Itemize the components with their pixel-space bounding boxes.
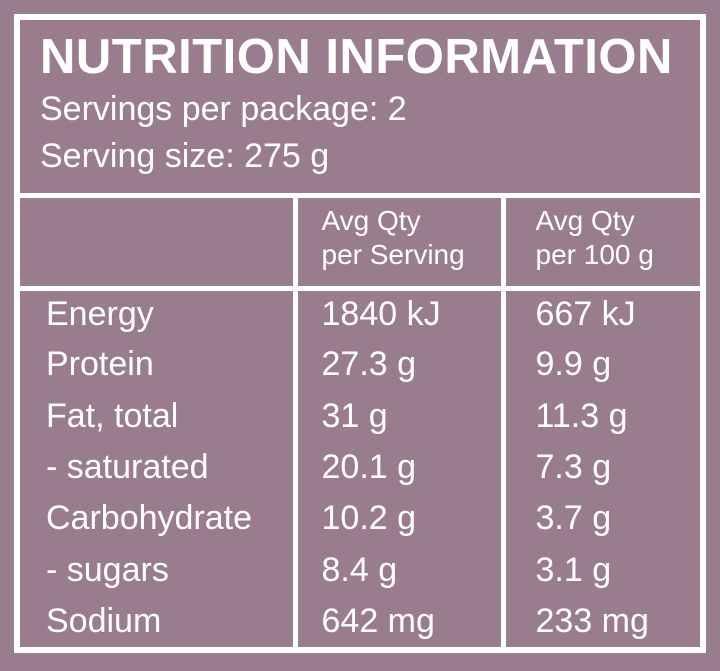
table-row-carbohydrate: Carbohydrate 10.2 g 3.7 g bbox=[20, 493, 700, 545]
nutrition-panel: NUTRITION INFORMATION Servings per packa… bbox=[14, 14, 706, 653]
panel-title: NUTRITION INFORMATION bbox=[40, 30, 673, 84]
nutrient-label: Sodium bbox=[46, 601, 162, 640]
value-per-serving: 10.2 g bbox=[292, 493, 503, 545]
servings-per-package: Servings per package: 2 bbox=[40, 90, 407, 128]
nutrient-label: Protein bbox=[46, 345, 154, 384]
value-per-100g: 3.7 g bbox=[500, 493, 700, 545]
value-per-serving: 1840 kJ bbox=[292, 288, 503, 340]
value-per-serving: 20.1 g bbox=[292, 441, 503, 494]
header-nutrient-column bbox=[20, 198, 295, 291]
table-row-fat-total: Fat, total 31 g 11.3 g bbox=[20, 390, 700, 442]
intro-section: NUTRITION INFORMATION Servings per packa… bbox=[20, 20, 700, 198]
nutrient-label: Energy bbox=[46, 295, 154, 334]
serving-size: Serving size: 275 g bbox=[40, 137, 330, 175]
value-per-serving: 31 g bbox=[292, 390, 503, 442]
value-per-100g: 9.9 g bbox=[500, 339, 700, 391]
value-per-serving: 642 mg bbox=[292, 595, 503, 647]
table-row-protein: Protein 27.3 g 9.9 g bbox=[20, 339, 700, 391]
value-per-100g: 3.1 g bbox=[500, 544, 700, 596]
nutrient-label: Fat, total bbox=[46, 396, 179, 435]
table-header-row: Avg Qty per Serving Avg Qty per 100 g bbox=[20, 198, 700, 291]
nutrient-label: - sugars bbox=[46, 550, 169, 589]
value-per-100g: 233 mg bbox=[500, 595, 700, 647]
nutrition-table: Avg Qty per Serving Avg Qty per 100 g En… bbox=[20, 198, 700, 647]
value-per-100g: 11.3 g bbox=[500, 390, 700, 442]
header-avg-qty-per-100g: Avg Qty per 100 g bbox=[500, 198, 700, 291]
nutrient-label: - saturated bbox=[46, 447, 209, 486]
value-per-100g: 667 kJ bbox=[500, 288, 700, 340]
header-avg-qty-per-serving: Avg Qty per Serving bbox=[292, 198, 503, 291]
nutrient-label: Carbohydrate bbox=[46, 499, 253, 538]
table-row-sodium: Sodium 642 mg 233 mg bbox=[20, 595, 700, 647]
value-per-100g: 7.3 g bbox=[500, 441, 700, 494]
value-per-serving: 27.3 g bbox=[292, 339, 503, 391]
table-row-sugars: - sugars 8.4 g 3.1 g bbox=[20, 544, 700, 596]
value-per-serving: 8.4 g bbox=[292, 544, 503, 596]
table-row-energy: Energy 1840 kJ 667 kJ bbox=[20, 288, 700, 340]
table-row-saturated: - saturated 20.1 g 7.3 g bbox=[20, 441, 700, 494]
